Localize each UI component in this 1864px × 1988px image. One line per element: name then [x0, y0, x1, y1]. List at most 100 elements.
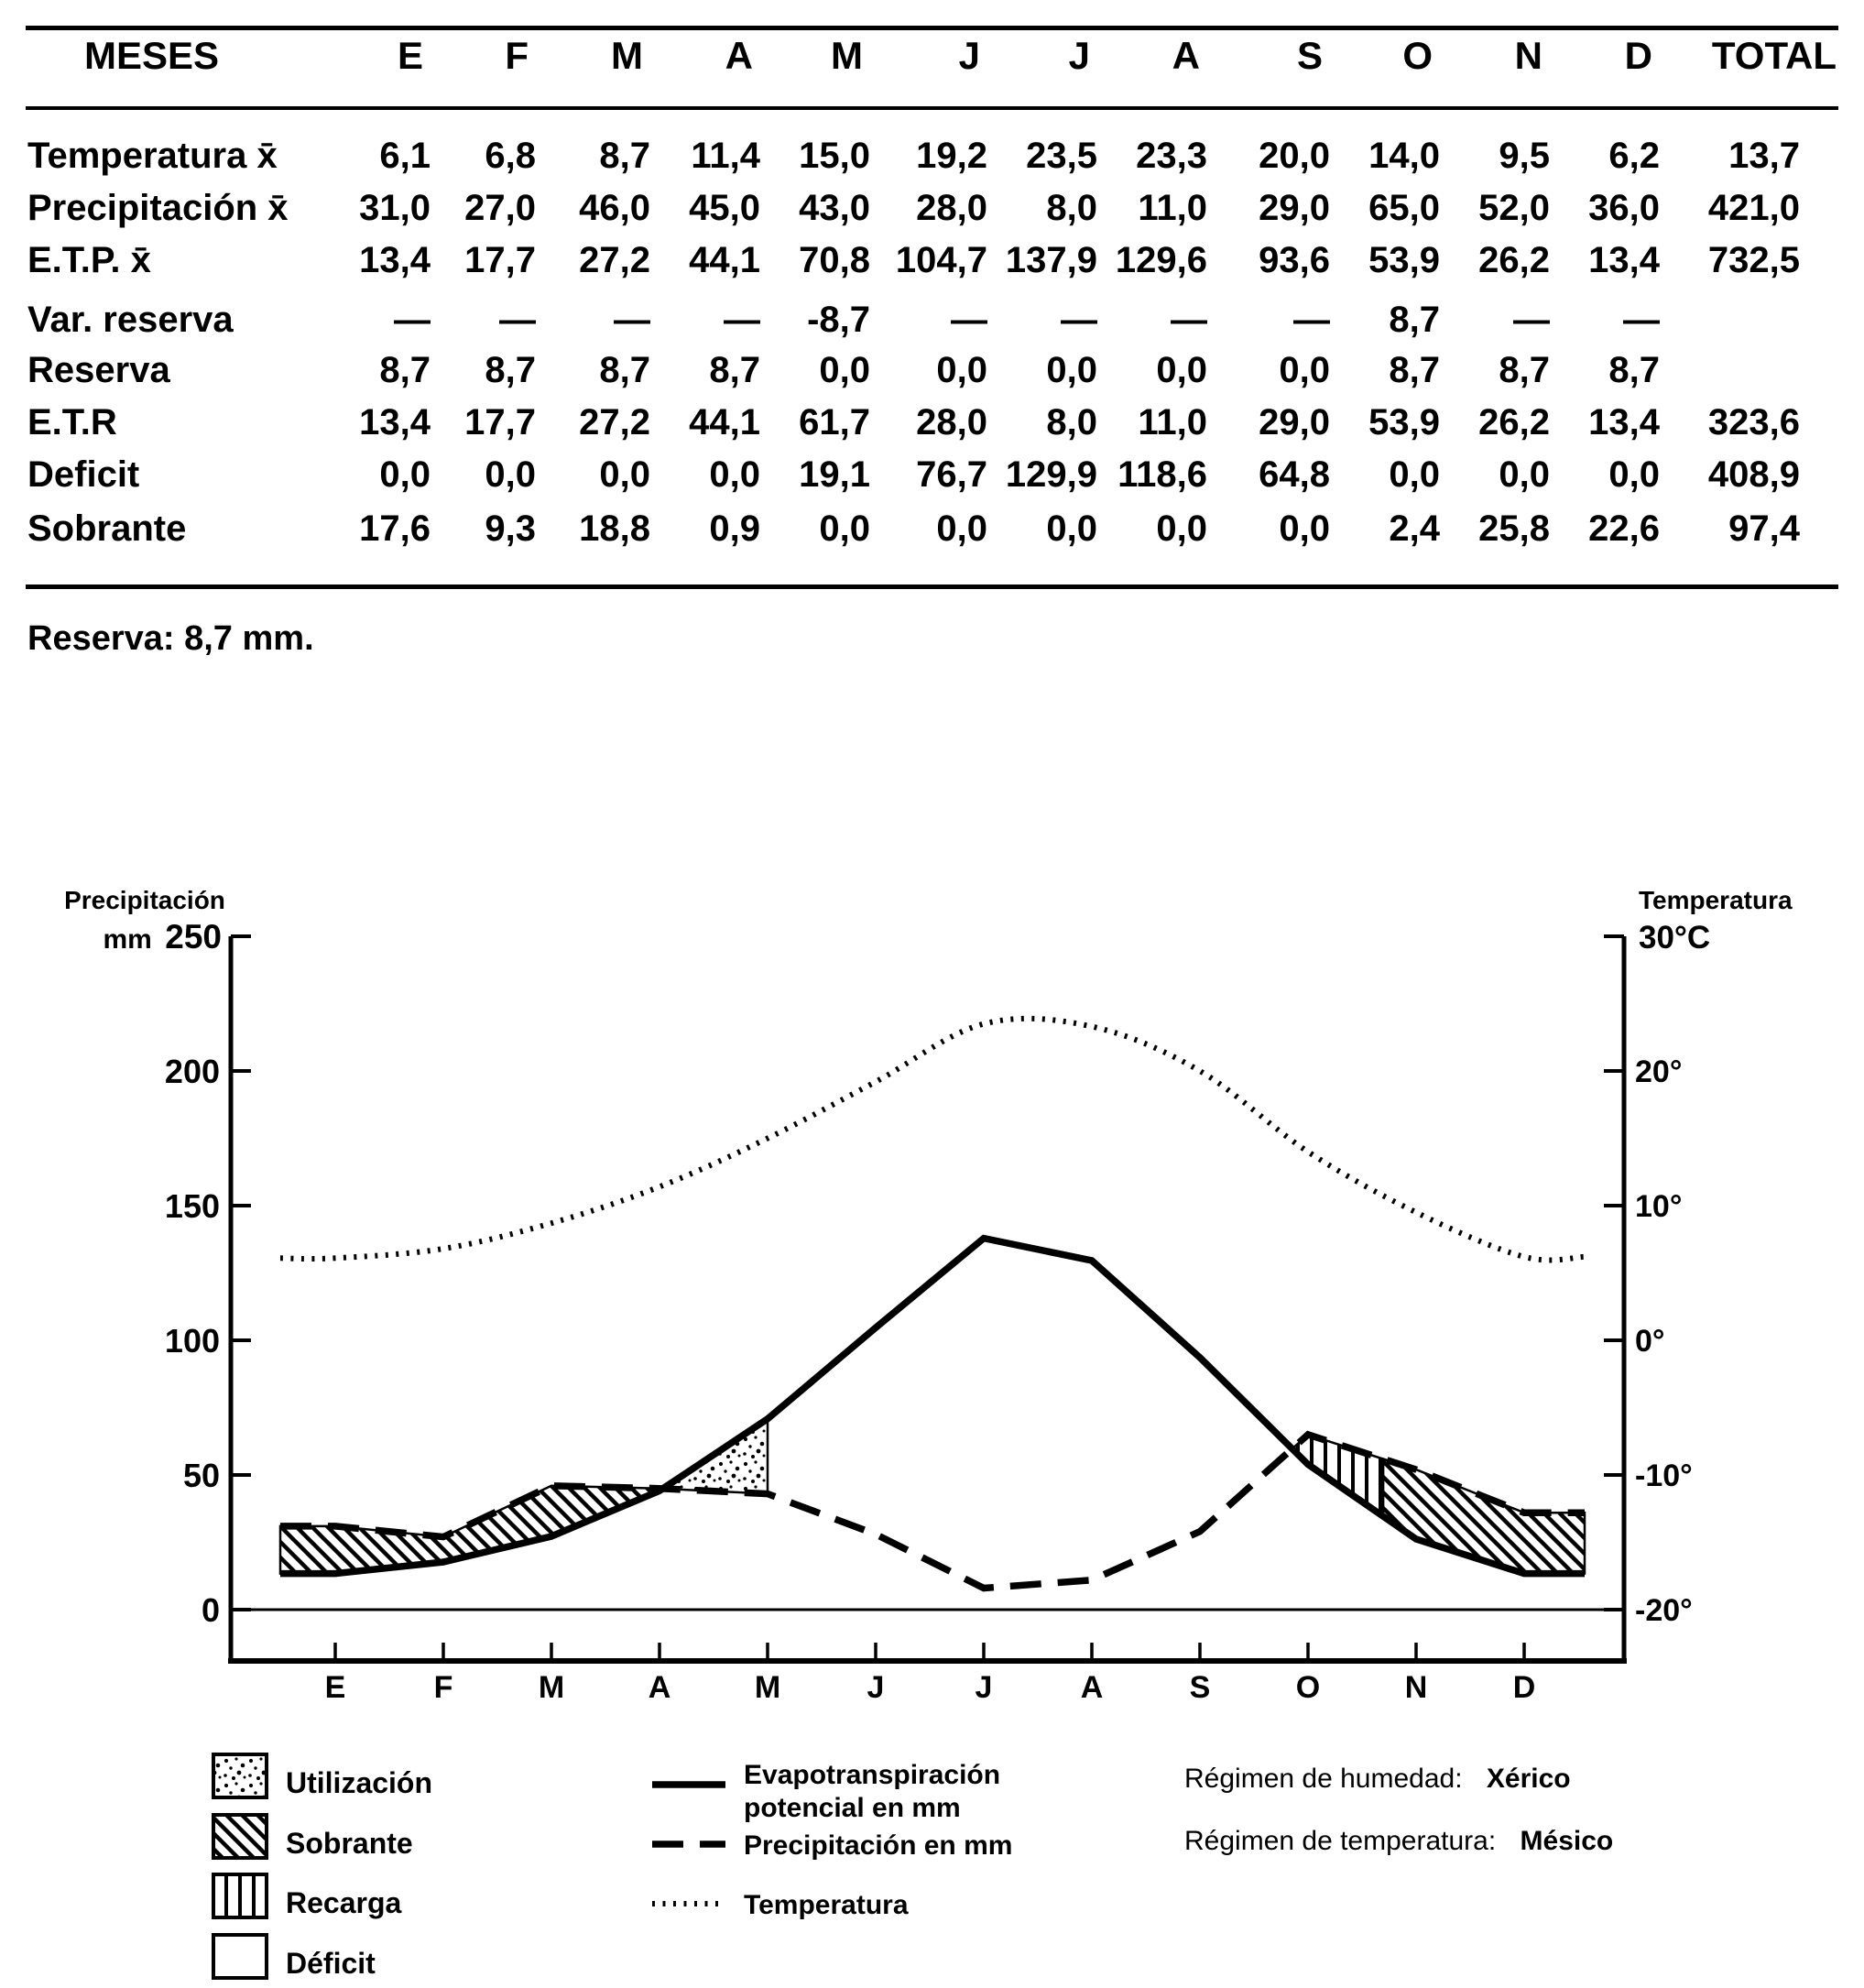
left-axis-top-label: mm 250: [103, 918, 222, 956]
table-header-month: A: [1172, 34, 1200, 77]
table-cell: 76,7: [916, 454, 987, 495]
table-cell: 137,9: [1005, 240, 1097, 280]
left-axis-250: 250: [165, 918, 222, 956]
table-cell: 8,0: [1046, 402, 1097, 442]
table-row-label: Precipitación x̄: [27, 188, 289, 228]
table-cell: 52,0: [1478, 188, 1550, 228]
table-cell: 28,0: [916, 188, 987, 228]
table-cell: 0,0: [1279, 508, 1330, 549]
month-label: A: [649, 1670, 671, 1705]
table-cell: 8,7: [379, 350, 431, 390]
table-cell: 65,0: [1368, 188, 1440, 228]
precip-legend-label: Precipitación en mm: [744, 1830, 1012, 1861]
region-sobrante-right: [1381, 1457, 1586, 1575]
table-top-rule: [26, 26, 1838, 30]
table-cell: 13,4: [359, 402, 431, 442]
table-cell: 0,0: [1279, 350, 1330, 390]
table-cell-total: 408,9: [1707, 454, 1800, 495]
table-cell: 118,6: [1117, 454, 1207, 495]
table-cell: 8,7: [1389, 300, 1440, 340]
table-cell: 0,0: [1046, 508, 1097, 549]
table-cell: 19,1: [799, 454, 870, 495]
table-cell: 13,4: [1588, 402, 1660, 442]
table-cell: 27,2: [579, 240, 650, 280]
recarga-label: Recarga: [286, 1886, 402, 1919]
table-cell: 0,9: [709, 508, 760, 549]
table-cell: 25,8: [1478, 508, 1550, 549]
table-cell: 6,1: [379, 136, 431, 176]
table-cell: 29,0: [1259, 188, 1330, 228]
curves: [279, 1015, 1586, 1592]
table-cell: 0,0: [936, 350, 987, 390]
table-cell: 11,0: [1138, 188, 1207, 228]
reserve-note: Reserva: 8,7 mm.: [27, 619, 314, 658]
table-cell: 26,2: [1478, 240, 1550, 280]
table-header-rule: [26, 106, 1838, 110]
table-header-month: M: [831, 34, 863, 77]
table-cell: 0,0: [709, 454, 760, 495]
table-cell: 31,0: [359, 188, 431, 228]
table-row-label: Reserva: [27, 350, 170, 390]
table-cell: 8,7: [709, 350, 760, 390]
left-axis-unit: mm: [103, 924, 151, 955]
table-cell: 0,0: [1389, 454, 1440, 495]
table-cell-total: 323,6: [1707, 402, 1800, 442]
balance-regions: [278, 1416, 1586, 1575]
table-bottom-rule: [26, 584, 1838, 589]
month-label: E: [325, 1670, 346, 1705]
temperature-regime-label: Régimen de temperatura:: [1184, 1826, 1496, 1856]
right-tick-label: -10°: [1635, 1458, 1693, 1493]
table-cell: 19,2: [916, 136, 987, 176]
table-cell: —: [499, 300, 536, 340]
table-cell: 0,0: [1046, 350, 1097, 390]
table-cell-total: 13,7: [1728, 136, 1800, 176]
table-cell: 0,0: [1156, 508, 1207, 549]
month-label: A: [1081, 1670, 1104, 1705]
table-cell: 14,0: [1368, 136, 1440, 176]
etp-legend-label-1: Evapotranspiración: [744, 1760, 1000, 1790]
recarga-swatch: [212, 1873, 268, 1919]
table-cell: 61,7: [799, 402, 870, 442]
month-label: N: [1405, 1670, 1428, 1705]
temperature-regime: Régimen de temperatura: Mésico: [1184, 1826, 1613, 1856]
table-cell: 17,7: [464, 240, 536, 280]
month-label: J: [867, 1670, 885, 1705]
table-cell: 17,7: [464, 402, 536, 442]
table-cell: —: [1513, 300, 1550, 340]
table-cell: 8,7: [1608, 350, 1660, 390]
table-cell: 0,0: [819, 508, 870, 549]
right-axis-top-label: 30°C: [1639, 920, 1710, 956]
table-cell: 45,0: [689, 188, 760, 228]
table-header-month: J: [958, 34, 980, 77]
table-cell: 8,7: [599, 350, 650, 390]
table-cell: 17,6: [359, 508, 431, 549]
table-header-month: J: [1068, 34, 1090, 77]
right-axis-title: Temperatura: [1639, 886, 1793, 914]
table-header-month: O: [1402, 34, 1433, 77]
axes: [228, 934, 1627, 1664]
deficit-swatch: [212, 1933, 268, 1980]
table-cell: 8,7: [599, 136, 650, 176]
table-cell: 44,1: [689, 240, 760, 280]
month-label: F: [434, 1670, 453, 1705]
table-cell: —: [1623, 300, 1660, 340]
table-header-month: S: [1296, 34, 1323, 77]
left-tick-label: 0: [202, 1591, 220, 1629]
table-header-total: TOTAL: [1711, 34, 1837, 77]
table-cell: 22,6: [1588, 508, 1660, 549]
table-cell: 8,7: [1499, 350, 1550, 390]
left-tick-label: 200: [165, 1053, 220, 1090]
humidity-regime-label: Régimen de humedad:: [1184, 1764, 1463, 1794]
table-cell: 6,8: [485, 136, 536, 176]
table-row-label: Var. reserva: [27, 300, 234, 340]
right-axis-ticks: [1604, 934, 1624, 1611]
table-cell: —: [394, 300, 431, 340]
table-cell-total: 421,0: [1707, 188, 1800, 228]
table-row-label: Sobrante: [27, 508, 187, 549]
table-header-month: F: [505, 34, 529, 77]
table-cell: —: [951, 300, 987, 340]
table-header-month: M: [611, 34, 643, 77]
month-label: S: [1190, 1670, 1211, 1705]
